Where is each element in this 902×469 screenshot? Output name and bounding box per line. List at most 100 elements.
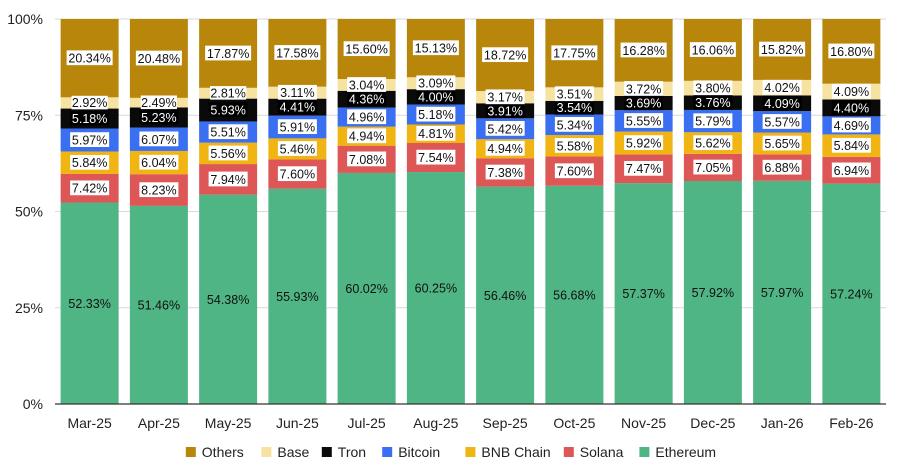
legend-item-solana[interactable]: Solana xyxy=(563,444,624,460)
legend-item-base[interactable]: Base xyxy=(261,444,310,460)
data-label: 3.17% xyxy=(487,91,522,105)
data-label: 4.36% xyxy=(349,93,384,107)
data-label: 5.79% xyxy=(695,115,730,129)
data-label: 57.92% xyxy=(692,286,734,300)
legend-label: Ethereum xyxy=(655,444,716,460)
data-label: 5.93% xyxy=(210,104,245,118)
legend-label: Solana xyxy=(580,444,624,460)
data-label: 3.04% xyxy=(349,78,384,92)
data-label-background xyxy=(347,91,387,107)
legend-label: Base xyxy=(277,444,309,460)
legend-item-bitcoin[interactable]: Bitcoin xyxy=(382,444,440,460)
data-label-background xyxy=(485,121,525,136)
bar-segment-ethereum xyxy=(337,172,396,404)
data-label-background xyxy=(139,182,179,198)
bar-segment-ethereum xyxy=(683,181,742,404)
data-label: 3.54% xyxy=(557,101,592,115)
data-label-background xyxy=(139,154,179,170)
x-tick-label: Apr-25 xyxy=(138,415,180,431)
data-label: 3.72% xyxy=(626,82,661,96)
data-label: 4.09% xyxy=(834,85,869,99)
data-label: 56.46% xyxy=(484,289,526,303)
legend-swatch xyxy=(261,447,272,457)
data-label: 16.28% xyxy=(622,44,664,58)
bar-segment-ethereum xyxy=(822,183,881,404)
legend-item-tron[interactable]: Tron xyxy=(321,444,366,460)
y-tick-label: 100% xyxy=(7,11,43,27)
x-tick-label: Oct-25 xyxy=(553,415,595,431)
data-label-background xyxy=(210,86,247,100)
x-tick-label: Dec-25 xyxy=(690,415,735,431)
data-label: 3.11% xyxy=(280,86,315,100)
bar-segment-ethereum xyxy=(268,188,327,404)
legend-item-ethereum[interactable]: Ethereum xyxy=(639,444,716,460)
data-label-background xyxy=(693,113,733,129)
axes: 0% 25% 50% 75% 100% Mar-25 Apr-25 May-25 Jun-25 J… xyxy=(7,11,886,431)
data-label-background xyxy=(624,81,664,96)
data-label-background xyxy=(551,45,598,61)
data-label-background xyxy=(416,89,456,104)
data-label-background xyxy=(554,86,594,102)
data-label: 5.84% xyxy=(834,139,869,153)
data-label: 5.91% xyxy=(280,121,315,135)
data-label-background xyxy=(70,132,110,147)
data-label: 7.47% xyxy=(626,162,661,176)
data-label: 20.48% xyxy=(138,52,180,66)
data-label: 7.05% xyxy=(695,161,730,175)
data-label-background xyxy=(347,151,387,167)
data-label: 16.80% xyxy=(830,45,872,59)
data-label-background xyxy=(759,41,806,57)
data-label-background xyxy=(620,42,667,58)
bar-segment-ethereum xyxy=(614,183,673,404)
data-label-background xyxy=(485,103,525,118)
data-label-background xyxy=(277,141,317,156)
legend-item-others[interactable]: Others xyxy=(185,444,244,460)
data-label: 5.62% xyxy=(695,137,730,151)
data-label: 5.55% xyxy=(626,114,661,128)
data-label-background xyxy=(208,102,248,118)
data-label: 5.92% xyxy=(626,136,661,150)
data-label: 15.60% xyxy=(345,43,387,57)
legend-item-bnb-chain[interactable]: BNB Chain xyxy=(465,444,551,460)
data-label-background xyxy=(693,80,733,96)
data-label: 5.57% xyxy=(764,115,799,129)
data-label: 6.04% xyxy=(141,156,176,170)
bar-segment-ethereum xyxy=(406,172,465,404)
data-label-background xyxy=(624,160,664,176)
data-label: 16.06% xyxy=(692,43,734,57)
data-label: 17.75% xyxy=(553,47,595,61)
data-label-background xyxy=(689,42,736,57)
data-label-background xyxy=(554,99,594,115)
data-label: 5.58% xyxy=(557,139,592,153)
data-label-background xyxy=(66,50,113,66)
data-label-background xyxy=(70,180,110,196)
data-label-background xyxy=(831,137,871,153)
data-label: 4.69% xyxy=(834,119,869,133)
data-label: 7.38% xyxy=(487,166,522,180)
data-label-background xyxy=(762,95,802,111)
data-label-background xyxy=(277,84,317,100)
data-label: 2.92% xyxy=(72,96,107,110)
data-label: 5.97% xyxy=(72,133,107,147)
data-label-background xyxy=(762,79,802,95)
data-label-background xyxy=(693,94,733,110)
data-label: 6.07% xyxy=(141,133,176,147)
data-label-background xyxy=(624,113,664,128)
data-label: 4.41% xyxy=(280,101,315,115)
data-label-background xyxy=(762,135,802,151)
data-label-background xyxy=(831,100,871,115)
data-label-background xyxy=(274,45,321,60)
data-label: 4.94% xyxy=(349,130,384,144)
bar-segment-ethereum xyxy=(60,202,119,404)
data-label-background xyxy=(139,131,179,147)
data-label: 4.81% xyxy=(418,127,453,141)
data-label-background xyxy=(140,95,177,110)
data-label-background xyxy=(343,41,390,57)
data-label-background xyxy=(70,110,110,126)
data-label: 57.37% xyxy=(622,287,664,301)
data-label-background xyxy=(416,125,456,141)
data-label-background xyxy=(554,117,594,132)
data-label-background xyxy=(831,83,871,99)
y-tick-label: 25% xyxy=(15,300,43,316)
data-label-background xyxy=(208,124,248,140)
